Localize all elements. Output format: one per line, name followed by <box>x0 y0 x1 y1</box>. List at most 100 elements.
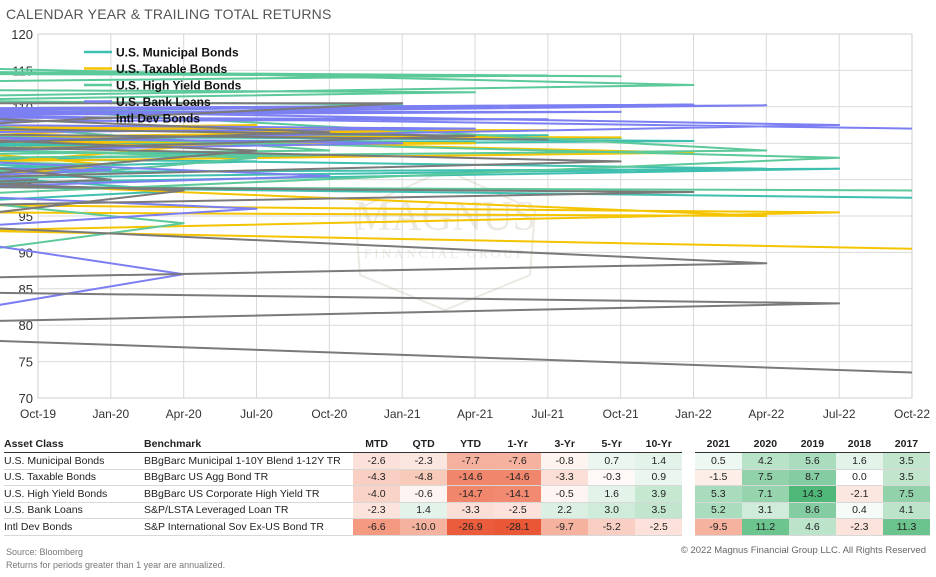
return-value-cell: 8.7 <box>788 469 836 486</box>
asset-class-cell: U.S. Bank Loans <box>4 502 145 519</box>
series-lines <box>0 68 913 374</box>
x-tick-label: Jan-20 <box>92 407 129 421</box>
x-tick-label: Jan-22 <box>675 407 712 421</box>
return-value-cell: -0.8 <box>541 452 589 470</box>
table-row: U.S. Municipal Bonds BBgBarc Municipal 1-… <box>4 452 930 470</box>
column-header: QTD <box>400 436 448 453</box>
return-value-cell: 1.6 <box>588 485 636 503</box>
copyright-note: © 2022 Magnus Financial Group LLC. All R… <box>680 545 926 556</box>
return-value-cell: -2.5 <box>494 502 542 519</box>
return-value-cell: -7.6 <box>494 452 542 470</box>
watermark: MAGNUS FINANCIAL GROUP <box>353 168 537 312</box>
return-value-cell: 5.3 <box>694 485 742 503</box>
asset-class-cell: U.S. Municipal Bonds <box>4 452 145 470</box>
return-value-cell: 11.3 <box>882 518 930 536</box>
column-header: YTD <box>447 436 495 453</box>
return-value-cell: 5.6 <box>788 452 836 470</box>
source-note: Source: Bloomberg <box>6 547 84 557</box>
return-value-cell: -4.3 <box>353 469 401 486</box>
series-line <box>0 102 913 374</box>
return-value-cell: -3.3 <box>447 502 495 519</box>
x-tick-label: Jul-21 <box>531 407 564 421</box>
return-value-cell: 2.2 <box>541 502 589 519</box>
return-value-cell: -4.0 <box>353 485 401 503</box>
return-value-cell: 5.2 <box>694 502 742 519</box>
return-value-cell: 7.5 <box>741 469 789 486</box>
table-row: U.S. Taxable Bonds BBgBarc US Agg Bond TR… <box>4 469 930 486</box>
y-tick-label: 90 <box>19 245 33 260</box>
benchmark-cell: BBgBarc Municipal 1-10Y Blend 1-12Y TR <box>144 452 354 470</box>
column-header: 2021 <box>694 436 742 453</box>
column-header: 2019 <box>788 436 836 453</box>
return-value-cell: 0.4 <box>835 502 883 519</box>
column-header: Asset Class <box>4 436 145 453</box>
x-tick-label: Jan-21 <box>384 407 421 421</box>
legend-label: Intl Dev Bonds <box>116 112 200 126</box>
return-value-cell: -3.3 <box>541 469 589 486</box>
return-value-cell: -2.6 <box>353 452 401 470</box>
y-tick-label: 85 <box>19 282 33 297</box>
column-gap <box>682 486 695 503</box>
return-value-cell: -4.8 <box>400 469 448 486</box>
plot-border <box>37 33 913 399</box>
return-value-cell: 4.2 <box>741 452 789 470</box>
return-value-cell: 7.5 <box>882 485 930 503</box>
y-tick-label: 75 <box>19 355 33 370</box>
legend-label: U.S. Bank Loans <box>116 95 211 109</box>
y-tick-label: 115 <box>12 63 33 78</box>
column-header: 2017 <box>882 436 930 453</box>
asset-class-cell: U.S. High Yield Bonds <box>4 485 145 503</box>
return-value-cell: -28.1 <box>494 518 542 536</box>
return-value-cell: -6.6 <box>353 518 401 536</box>
column-header: MTD <box>353 436 401 453</box>
return-value-cell: -14.1 <box>494 485 542 503</box>
column-header: 10-Yr <box>635 436 683 453</box>
return-value-cell: 1.6 <box>835 452 883 470</box>
legend-label: U.S. High Yield Bonds <box>116 79 242 93</box>
y-tick-label: 120 <box>11 27 33 42</box>
return-value-cell: 3.5 <box>635 502 683 519</box>
column-gap <box>682 519 695 536</box>
return-value-cell: -2.1 <box>835 485 883 503</box>
x-tick-label: Oct-19 <box>20 407 56 421</box>
return-value-cell: -26.9 <box>447 518 495 536</box>
x-tick-label: Oct-22 <box>894 407 930 421</box>
return-value-cell: -14.6 <box>447 469 495 486</box>
column-header: 2020 <box>741 436 789 453</box>
table-row: U.S. Bank Loans S&P/LSTA Leveraged Loan T… <box>4 502 930 519</box>
return-value-cell: 3.9 <box>635 485 683 503</box>
return-value-cell: -1.5 <box>694 469 742 486</box>
x-tick-label: Apr-21 <box>457 407 493 421</box>
benchmark-cell: S&P International Sov Ex-US Bond TR <box>144 518 354 536</box>
return-value-cell: -2.3 <box>353 502 401 519</box>
x-tick-label: Oct-21 <box>603 407 639 421</box>
return-value-cell: -0.3 <box>588 469 636 486</box>
column-header: 1-Yr <box>494 436 542 453</box>
return-value-cell: -2.5 <box>635 518 683 536</box>
return-value-cell: 0.5 <box>694 452 742 470</box>
series-line <box>0 68 913 249</box>
y-tick-label: 80 <box>19 318 33 333</box>
watermark-text: MAGNUS <box>354 194 536 240</box>
return-value-cell: 3.0 <box>588 502 636 519</box>
annualized-note: Returns for periods greater than 1 year … <box>6 560 226 570</box>
column-header: 3-Yr <box>541 436 589 453</box>
x-tick-label: Jul-20 <box>240 407 273 421</box>
benchmark-cell: BBgBarc US Corporate High Yield TR <box>144 485 354 503</box>
x-axis-ticks: Oct-19 Jan-20 Apr-20 Jul-20 Oct-20 Jan-21 Apr-… <box>20 407 930 421</box>
return-value-cell: 0.7 <box>588 452 636 470</box>
column-header: 5-Yr <box>588 436 636 453</box>
benchmark-cell: BBgBarc US Agg Bond TR <box>144 469 354 486</box>
return-value-cell: 8.6 <box>788 502 836 519</box>
return-value-cell: 1.4 <box>400 502 448 519</box>
column-header: 2018 <box>835 436 883 453</box>
chart-title: CALENDAR YEAR & TRAILING TOTAL RETURNS <box>6 6 332 22</box>
asset-class-cell: Intl Dev Bonds <box>4 518 145 536</box>
asset-class-cell: U.S. Taxable Bonds <box>4 469 145 486</box>
return-value-cell: -9.7 <box>541 518 589 536</box>
return-value-cell: 14.3 <box>788 485 836 503</box>
return-value-cell: -7.7 <box>447 452 495 470</box>
y-tick-label: 95 <box>19 209 33 224</box>
return-value-cell: 0.0 <box>835 469 883 486</box>
